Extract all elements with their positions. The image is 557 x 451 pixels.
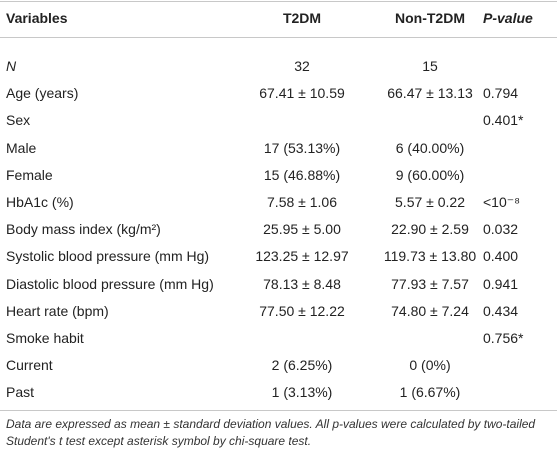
- table-cell: 1 (3.13%): [271, 384, 333, 401]
- table-cell: 77.93 ± 7.57: [391, 275, 469, 292]
- table-cell: 77.50 ± 12.22: [259, 302, 345, 319]
- table-cell: 7.58 ± 1.06: [267, 194, 337, 210]
- table-cell: N: [6, 58, 17, 74]
- table-cell: <10⁻⁸: [483, 194, 521, 210]
- table-cell: 17 (53.13%): [263, 139, 341, 156]
- table-cell: Body mass index (kg/m²): [6, 221, 161, 238]
- table-cell: Diastolic blood pressure (mm Hg): [6, 275, 214, 292]
- top-rule: [0, 1, 557, 2]
- table-cell: 66.47 ± 13.13: [387, 85, 473, 102]
- table-cell: 119.73 ± 13.80: [383, 248, 477, 265]
- table-cell: 25.95 ± 5.00: [263, 221, 341, 238]
- table-cell: 6 (40.00%): [395, 139, 465, 156]
- table-cell: 1 (6.67%): [399, 384, 461, 401]
- table-cell: Systolic blood pressure (mm Hg): [6, 248, 210, 265]
- table-cell: Current: [6, 357, 53, 374]
- table-cell: 0.401*: [483, 112, 524, 129]
- table-cell: 2 (6.25%): [271, 357, 333, 374]
- table-cell: 0 (0%): [409, 357, 451, 374]
- table-cell: 32: [294, 58, 310, 74]
- table-cell: 22.90 ± 2.59: [391, 221, 469, 238]
- table-cell: 0.756*: [483, 330, 524, 346]
- table-cell: 78.13 ± 8.48: [263, 275, 341, 292]
- table-cell: 0.794: [483, 85, 519, 102]
- table-cell: 67.41 ± 10.59: [259, 85, 345, 102]
- table-cell: 15 (46.88%): [263, 166, 341, 183]
- table-cell: 9 (60.00%): [395, 166, 465, 183]
- table-cell: Age (years): [6, 85, 79, 102]
- table-cell: 123.25 ± 12.97: [255, 248, 349, 265]
- table-cell: Past: [6, 384, 35, 401]
- table-cell: 0.400: [483, 248, 519, 265]
- table-cell: 5.57 ± 0.22: [395, 194, 465, 210]
- table-cell: 0.941: [483, 275, 519, 292]
- header-cell: P-value: [483, 10, 533, 26]
- table-cell: Smoke habit: [6, 330, 84, 346]
- table-cell: HbA1c (%): [6, 194, 74, 210]
- table-cell: Male: [6, 139, 37, 156]
- header-cell: Non-T2DM: [395, 10, 465, 26]
- header-rule: [0, 37, 557, 38]
- table-cell: 0.434: [483, 302, 519, 319]
- header-cell: Variables: [6, 10, 68, 26]
- footnote: Data are expressed as mean ± standard de…: [6, 417, 536, 448]
- table-cell: 0.032: [483, 221, 519, 238]
- bottom-rule: [0, 410, 557, 411]
- table-cell: Sex: [6, 112, 31, 129]
- table-cell: 74.80 ± 7.24: [391, 302, 469, 319]
- header-cell: T2DM: [282, 10, 322, 26]
- table-cell: Heart rate (bpm): [6, 302, 109, 319]
- table-cell: Female: [6, 166, 53, 183]
- table-cell: 15: [422, 58, 438, 74]
